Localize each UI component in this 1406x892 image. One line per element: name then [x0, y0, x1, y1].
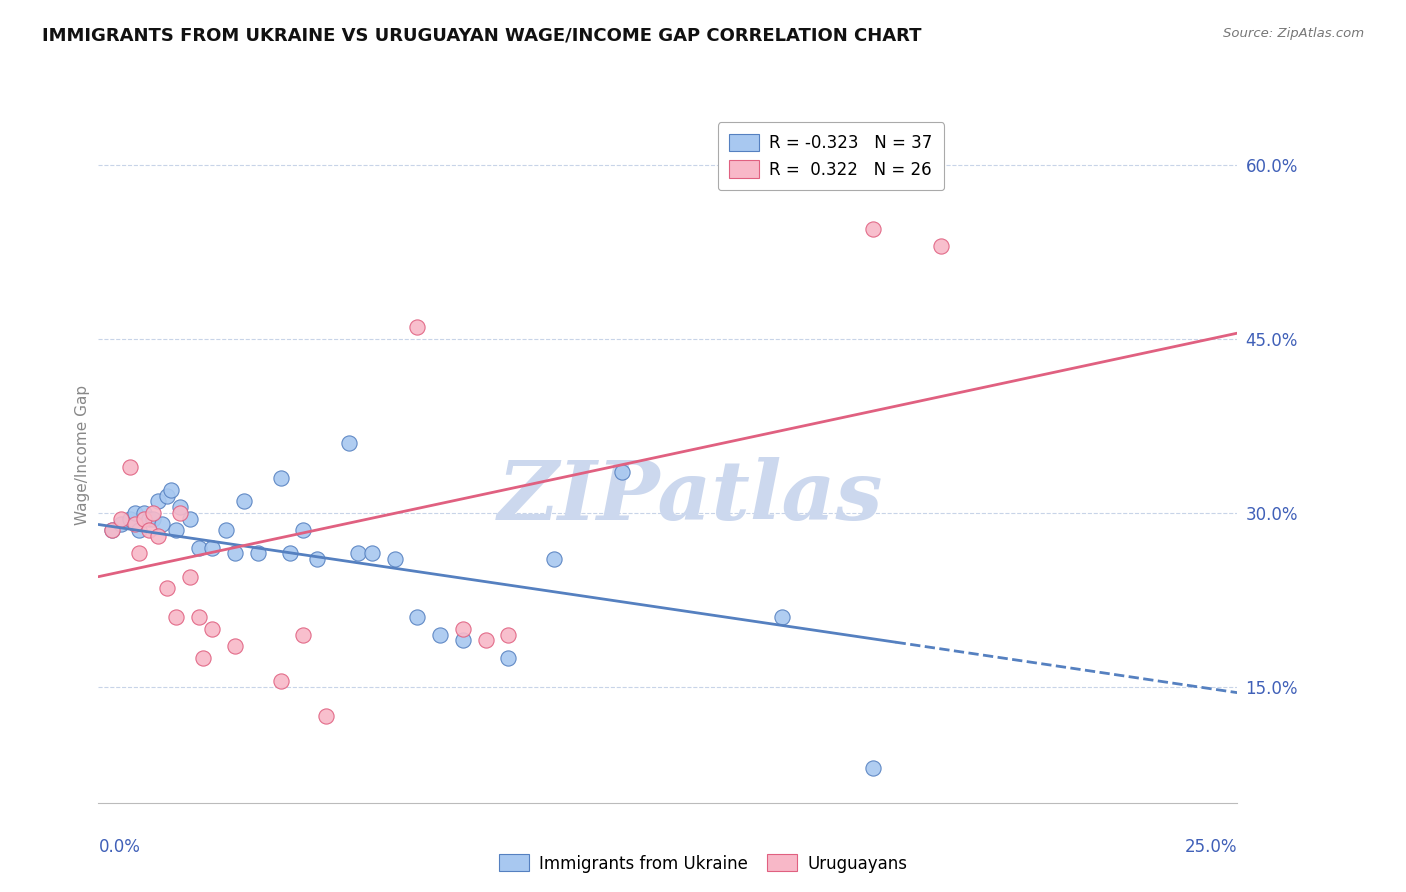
Point	[146, 494, 169, 508]
Point	[138, 523, 160, 537]
Point	[337, 436, 360, 450]
Point	[128, 546, 150, 561]
Point	[165, 610, 187, 624]
Point	[451, 633, 474, 648]
Text: 0.0%: 0.0%	[98, 838, 141, 856]
Point	[292, 523, 315, 537]
Point	[929, 239, 952, 253]
Point	[169, 506, 191, 520]
Point	[156, 582, 179, 596]
Point	[169, 500, 191, 514]
Point	[128, 523, 150, 537]
Point	[360, 546, 382, 561]
Point	[770, 610, 793, 624]
Y-axis label: Wage/Income Gap: Wage/Income Gap	[75, 384, 90, 525]
Point	[142, 511, 165, 525]
Point	[201, 541, 224, 555]
Point	[179, 511, 201, 525]
Point	[498, 628, 520, 642]
Point	[406, 320, 429, 334]
Point	[292, 628, 315, 642]
Legend: Immigrants from Ukraine, Uruguayans: Immigrants from Ukraine, Uruguayans	[492, 847, 914, 880]
Point	[315, 708, 337, 723]
Point	[142, 506, 165, 520]
Point	[124, 506, 146, 520]
Point	[384, 552, 406, 566]
Point	[132, 506, 155, 520]
Point	[224, 546, 246, 561]
Point	[187, 610, 209, 624]
Point	[862, 221, 884, 235]
Point	[110, 511, 132, 525]
Point	[278, 546, 301, 561]
Point	[474, 633, 496, 648]
Text: ZIPatlas: ZIPatlas	[498, 457, 883, 537]
Point	[156, 489, 179, 503]
Point	[215, 523, 238, 537]
Point	[179, 570, 201, 584]
Point	[612, 466, 634, 480]
Legend: R = -0.323   N = 37, R =  0.322   N = 26: R = -0.323 N = 37, R = 0.322 N = 26	[717, 122, 945, 190]
Point	[246, 546, 269, 561]
Point	[233, 494, 256, 508]
Point	[429, 628, 451, 642]
Point	[187, 541, 209, 555]
Point	[862, 761, 884, 775]
Text: 25.0%: 25.0%	[1185, 838, 1237, 856]
Point	[101, 523, 124, 537]
Point	[124, 517, 146, 532]
Point	[307, 552, 329, 566]
Point	[270, 471, 292, 485]
Point	[138, 511, 160, 525]
Point	[193, 651, 215, 665]
Point	[224, 639, 246, 653]
Point	[132, 511, 155, 525]
Point	[165, 523, 187, 537]
Point	[146, 529, 169, 543]
Point	[406, 610, 429, 624]
Point	[451, 622, 474, 636]
Point	[270, 674, 292, 689]
Point	[150, 517, 173, 532]
Point	[120, 459, 142, 474]
Point	[160, 483, 183, 497]
Text: Source: ZipAtlas.com: Source: ZipAtlas.com	[1223, 27, 1364, 40]
Point	[498, 651, 520, 665]
Point	[120, 511, 142, 525]
Point	[110, 517, 132, 532]
Point	[101, 523, 124, 537]
Point	[543, 552, 565, 566]
Point	[347, 546, 370, 561]
Point	[201, 622, 224, 636]
Text: IMMIGRANTS FROM UKRAINE VS URUGUAYAN WAGE/INCOME GAP CORRELATION CHART: IMMIGRANTS FROM UKRAINE VS URUGUAYAN WAG…	[42, 27, 922, 45]
